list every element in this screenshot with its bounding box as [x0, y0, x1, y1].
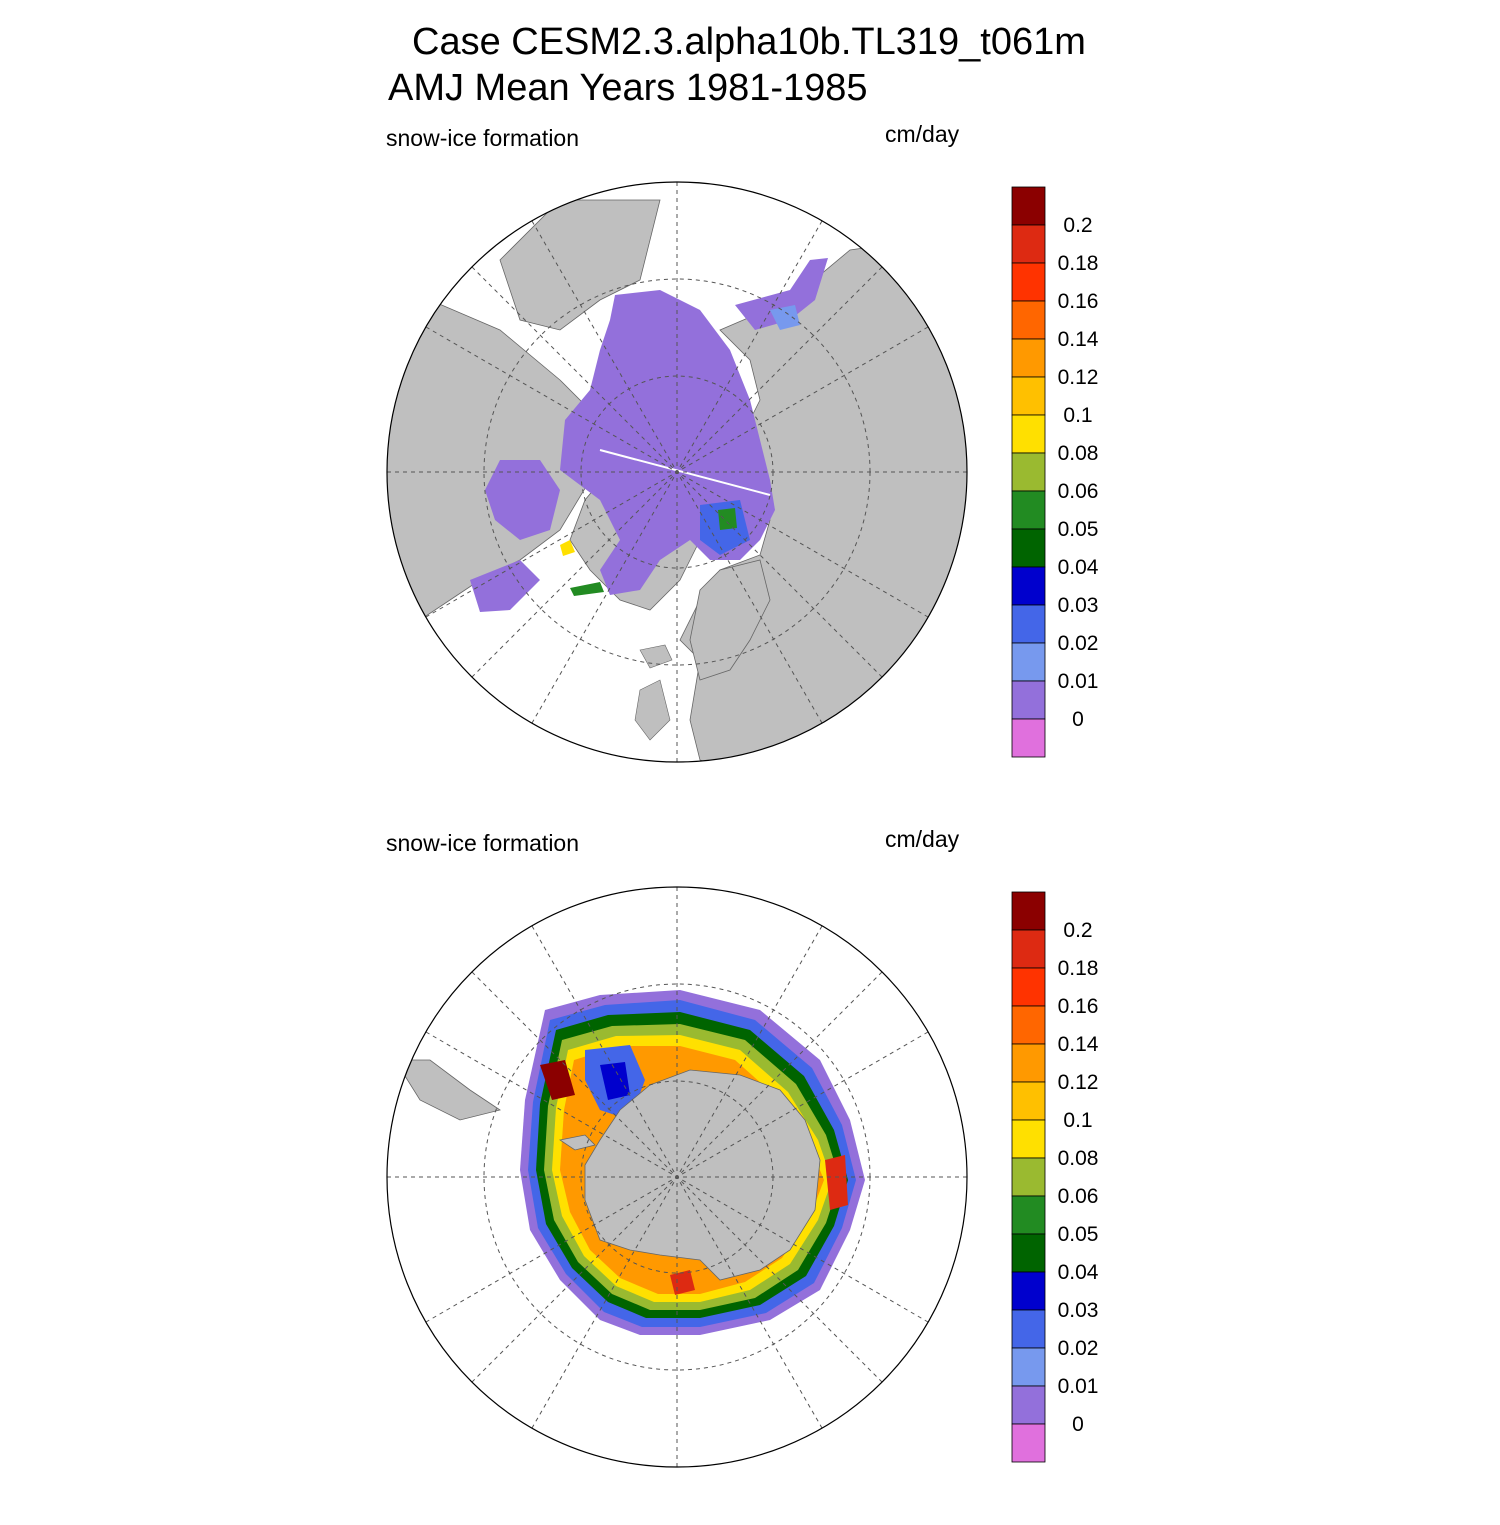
- colorbar-2-swatch: [1011, 1195, 1046, 1235]
- colorbar-1-tick-label: 0.12: [1058, 366, 1099, 389]
- iceland-landmass: [639, 644, 673, 669]
- weddell-max-red: [540, 1060, 575, 1100]
- colorbar-1-swatch: [1011, 414, 1046, 454]
- antarctica-landmass: [584, 1069, 821, 1281]
- colorbar-2-swatch: [1011, 1347, 1046, 1387]
- colorbar-1-tick-label: 0.1: [1063, 404, 1092, 427]
- colorbar-1: 0 0.01 0.02 0.03 0.04 0.05 0.06 0.08 0.1 0.12 0.14…: [1011, 186, 1099, 758]
- colorbar-2-tick-label: 0.08: [1058, 1147, 1099, 1170]
- north-map-content: [387, 182, 967, 762]
- colorbar-1-swatch: [1011, 718, 1046, 758]
- north-polar-map-panel: 0 0.01 0.02 0.03 0.04 0.05 0.06 0.08 0.1 0.12 0.14…: [386, 181, 1099, 763]
- colorbar-2-swatch: [1011, 1081, 1046, 1121]
- colorbar-1-tick-label: 0.03: [1058, 594, 1099, 617]
- panel-2-label: snow-ice formation: [386, 830, 580, 856]
- colorbar-1-swatch: [1011, 452, 1046, 492]
- north-grid: [387, 182, 967, 762]
- colorbar-2-swatch: [1011, 967, 1046, 1007]
- south-america-landmass: [394, 1059, 501, 1121]
- colorbar-1-tick-label: 0.18: [1058, 252, 1099, 275]
- colorbar-1-tick-label: 0.14: [1058, 328, 1099, 351]
- south-polar-map-panel: 0 0.01 0.02 0.03 0.04 0.05 0.06 0.08 0.1 0.12 0.14…: [386, 886, 1099, 1468]
- colorbar-1-swatch: [1011, 528, 1046, 568]
- colorbar-1-swatch: [1011, 224, 1046, 264]
- colorbar-2-swatch: [1011, 891, 1046, 931]
- colorbar-2: 0 0.01 0.02 0.03 0.04 0.05 0.06 0.08 0.1 0.12 0.14…: [1011, 891, 1099, 1463]
- colorbar-2-tick-label: 0.14: [1058, 1033, 1099, 1056]
- baffin-coast-green: [570, 582, 604, 596]
- figure-subtitle: AMJ Mean Years 1981-1985: [388, 67, 868, 109]
- colorbar-1-tick-label: 0.02: [1058, 632, 1099, 655]
- labrador-ice: [470, 560, 540, 612]
- colorbar-1-tick-label: 0.2: [1063, 214, 1092, 237]
- alaska-landmass: [499, 199, 661, 331]
- colorbar-1-swatch: [1011, 338, 1046, 378]
- colorbar-2-swatch: [1011, 1423, 1046, 1463]
- antarctic-peninsula: [558, 1134, 596, 1151]
- colorbar-2-tick-label: 0.12: [1058, 1071, 1099, 1094]
- ross-high-red: [825, 1155, 848, 1210]
- colorbar-1-tick-label: 0.08: [1058, 442, 1099, 465]
- barents-ice-green: [718, 508, 737, 530]
- figure-title: Case CESM2.3.alpha10b.TL319_t061m: [412, 21, 1086, 63]
- uk-landmass: [634, 679, 671, 741]
- colorbar-2-tick-label: 0.16: [1058, 995, 1099, 1018]
- colorbar-1-swatch: [1011, 566, 1046, 606]
- colorbar-2-tick-label: 0.01: [1058, 1375, 1099, 1398]
- panel-1-units: cm/day: [885, 121, 960, 147]
- colorbar-2-swatch: [1011, 1119, 1046, 1159]
- colorbar-2-tick-label: 0.05: [1058, 1223, 1099, 1246]
- colorbar-2-swatch: [1011, 1233, 1046, 1273]
- scandinavia-landmass: [689, 559, 771, 681]
- colorbar-1-swatch: [1011, 642, 1046, 682]
- colorbar-2-swatch: [1011, 1309, 1046, 1349]
- weddell-low-darkblue: [600, 1062, 630, 1100]
- colorbar-2-tick-label: 0.1: [1063, 1109, 1092, 1132]
- colorbar-1-swatch: [1011, 186, 1046, 226]
- bering-ice-light: [770, 305, 800, 330]
- colorbar-2-tick-label: 0.03: [1058, 1299, 1099, 1322]
- colorbar-2-tick-label: 0.18: [1058, 957, 1099, 980]
- colorbar-2-swatch: [1011, 1385, 1046, 1425]
- colorbar-1-tick-label: 0.04: [1058, 556, 1099, 579]
- colorbar-2-tick-label: 0: [1072, 1413, 1084, 1436]
- colorbar-2-swatch: [1011, 1043, 1046, 1083]
- hudson-bay-ice: [485, 460, 560, 540]
- colorbar-2-swatch: [1011, 1157, 1046, 1197]
- colorbar-2-tick-label: 0.2: [1063, 919, 1092, 942]
- colorbar-2-tick-label: 0.04: [1058, 1261, 1099, 1284]
- pacific-high-red: [670, 1270, 695, 1295]
- panel-1-label: snow-ice formation: [386, 125, 580, 151]
- colorbar-2-swatch: [1011, 929, 1046, 969]
- colorbar-1-swatch: [1011, 300, 1046, 340]
- north-map-border: [386, 181, 968, 763]
- colorbar-1-tick-label: 0.06: [1058, 480, 1099, 503]
- colorbar-1-tick-label: 0.05: [1058, 518, 1099, 541]
- colorbar-1-swatch: [1011, 490, 1046, 530]
- south-map-border: [386, 886, 968, 1468]
- colorbar-1-tick-label: 0.01: [1058, 670, 1099, 693]
- colorbar-1-swatch: [1011, 604, 1046, 644]
- colorbar-1-tick-label: 0.16: [1058, 290, 1099, 313]
- colorbar-1-swatch: [1011, 680, 1046, 720]
- colorbar-1-swatch: [1011, 376, 1046, 416]
- colorbar-2-tick-label: 0.06: [1058, 1185, 1099, 1208]
- colorbar-2-swatch: [1011, 1005, 1046, 1045]
- colorbar-2-swatch: [1011, 1271, 1046, 1311]
- baffin-coast-yellow: [560, 540, 575, 556]
- panel-2-units: cm/day: [885, 826, 960, 852]
- south-grid: [387, 887, 967, 1467]
- okhotsk-ice: [735, 258, 828, 330]
- colorbar-1-swatch: [1011, 262, 1046, 302]
- colorbar-2-tick-label: 0.02: [1058, 1337, 1099, 1360]
- colorbar-1-tick-label: 0: [1072, 708, 1084, 731]
